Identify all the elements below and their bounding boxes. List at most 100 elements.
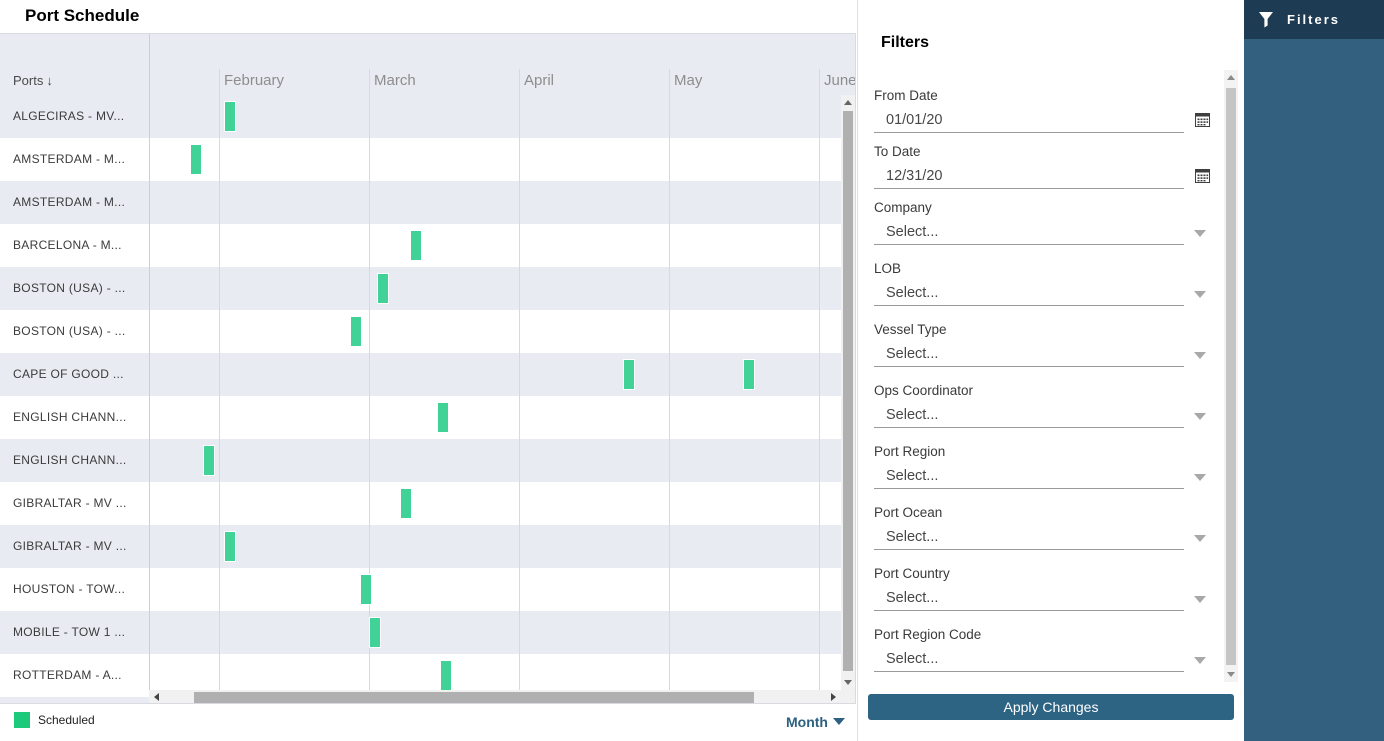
select-value-ops-coordinator[interactable]: Select... bbox=[886, 407, 939, 423]
schedule-bar[interactable] bbox=[369, 617, 381, 648]
filter-field-to-date: To Date 12/31/20 bbox=[874, 144, 1210, 189]
scroll-right-icon[interactable] bbox=[831, 693, 836, 701]
gantt-row[interactable]: ROTTERDAM - A... bbox=[0, 654, 841, 697]
filter-field-company: Company Select... bbox=[874, 200, 1206, 245]
scroll-down-icon[interactable] bbox=[844, 680, 852, 685]
gantt-row[interactable]: ENGLISH CHANN... bbox=[0, 439, 841, 482]
schedule-bar[interactable] bbox=[410, 230, 422, 261]
gantt-row[interactable]: BOSTON (USA) - ... bbox=[0, 310, 841, 353]
filter-input-box: Select... bbox=[874, 284, 1184, 306]
month-label-april: April bbox=[524, 72, 555, 89]
filter-field-from-date: From Date 01/01/20 bbox=[874, 88, 1210, 133]
calendar-icon[interactable] bbox=[1195, 168, 1210, 183]
time-scale-value[interactable]: Month bbox=[786, 714, 828, 730]
gantt-row-partial bbox=[0, 697, 149, 703]
filters-toggle[interactable]: Filters bbox=[1244, 0, 1384, 39]
schedule-bar[interactable] bbox=[437, 402, 449, 433]
filter-label-from-date: From Date bbox=[874, 88, 938, 103]
gantt-row[interactable]: AMSTERDAM - M... bbox=[0, 181, 841, 224]
scroll-down-icon[interactable] bbox=[1227, 672, 1235, 677]
dropdown-caret-icon[interactable] bbox=[1194, 291, 1206, 298]
gantt-row[interactable]: BOSTON (USA) - ... bbox=[0, 267, 841, 310]
port-label: HOUSTON - TOW... bbox=[13, 582, 126, 596]
sidebar-filters-label: Filters bbox=[1287, 12, 1341, 27]
select-value-port-region-code[interactable]: Select... bbox=[886, 651, 939, 667]
month-gridline bbox=[219, 69, 220, 697]
port-label: AMSTERDAM - M... bbox=[13, 195, 126, 209]
schedule-bar[interactable] bbox=[350, 316, 362, 347]
ports-column-header[interactable]: Ports ↓ bbox=[13, 73, 53, 88]
scheduled-legend-swatch bbox=[14, 712, 30, 728]
month-gridline bbox=[369, 69, 370, 697]
filter-input-box: 01/01/20 bbox=[874, 111, 1184, 133]
filter-input-box: Select... bbox=[874, 223, 1184, 245]
filter-label-port-region: Port Region bbox=[874, 444, 946, 459]
filter-funnel-icon bbox=[1259, 12, 1273, 28]
schedule-bar[interactable] bbox=[360, 574, 372, 605]
select-value-lob[interactable]: Select... bbox=[886, 285, 939, 301]
schedule-bar[interactable] bbox=[224, 101, 236, 132]
dropdown-caret-icon[interactable] bbox=[1194, 230, 1206, 237]
filters-scroll-thumb[interactable] bbox=[1226, 88, 1236, 665]
schedule-bar[interactable] bbox=[190, 144, 202, 175]
dropdown-caret-icon[interactable] bbox=[1194, 474, 1206, 481]
select-value-port-region[interactable]: Select... bbox=[886, 468, 939, 484]
month-gridline bbox=[669, 69, 670, 697]
date-input-from-date[interactable]: 01/01/20 bbox=[886, 112, 943, 128]
port-label: GIBRALTAR - MV ... bbox=[13, 496, 127, 510]
filters-panel-title: Filters bbox=[881, 34, 930, 51]
filters-scrollbar[interactable] bbox=[1224, 70, 1238, 682]
select-value-company[interactable]: Select... bbox=[886, 224, 939, 240]
gantt-row[interactable]: GIBRALTAR - MV ... bbox=[0, 525, 841, 568]
gantt-vertical-scrollbar[interactable] bbox=[841, 95, 855, 690]
calendar-icon[interactable] bbox=[1195, 112, 1210, 127]
schedule-bar[interactable] bbox=[400, 488, 412, 519]
select-value-port-ocean[interactable]: Select... bbox=[886, 529, 939, 545]
dropdown-caret-icon[interactable] bbox=[1194, 596, 1206, 603]
filter-label-port-ocean: Port Ocean bbox=[874, 505, 943, 520]
gantt-row[interactable]: ALGECIRAS - MV... bbox=[0, 95, 841, 138]
schedule-bar[interactable] bbox=[203, 445, 215, 476]
filter-input-box: Select... bbox=[874, 589, 1184, 611]
filter-label-port-country: Port Country bbox=[874, 566, 950, 581]
scroll-up-icon[interactable] bbox=[844, 100, 852, 105]
schedule-bar[interactable] bbox=[224, 531, 236, 562]
scroll-up-icon[interactable] bbox=[1227, 75, 1235, 80]
gantt-row[interactable]: GIBRALTAR - MV ... bbox=[0, 482, 841, 525]
filter-label-ops-coordinator: Ops Coordinator bbox=[874, 383, 974, 398]
filter-input-box: 12/31/20 bbox=[874, 167, 1184, 189]
select-value-port-country[interactable]: Select... bbox=[886, 590, 939, 606]
vertical-scroll-thumb[interactable] bbox=[843, 111, 853, 671]
filter-label-vessel-type: Vessel Type bbox=[874, 322, 947, 337]
time-scale-dropdown[interactable]: Month bbox=[786, 714, 845, 730]
apply-changes-button[interactable]: Apply Changes bbox=[868, 694, 1234, 720]
gantt-row[interactable]: HOUSTON - TOW... bbox=[0, 568, 841, 611]
gantt-horizontal-scrollbar[interactable] bbox=[149, 690, 841, 703]
filter-field-port-region: Port Region Select... bbox=[874, 444, 1206, 489]
date-input-to-date[interactable]: 12/31/20 bbox=[886, 168, 943, 184]
scrollbar-corner bbox=[841, 690, 855, 703]
schedule-bar[interactable] bbox=[743, 359, 755, 390]
filter-fields: From Date 01/01/20 To Date 12/31/20 Company S… bbox=[874, 88, 1210, 688]
horizontal-scroll-thumb[interactable] bbox=[194, 692, 754, 703]
gantt-row[interactable]: MOBILE - TOW 1 ... bbox=[0, 611, 841, 654]
gantt-row[interactable]: AMSTERDAM - M... bbox=[0, 138, 841, 181]
dropdown-caret-icon[interactable] bbox=[1194, 535, 1206, 542]
sort-descending-icon[interactable]: ↓ bbox=[46, 73, 53, 88]
filter-label-lob: LOB bbox=[874, 261, 902, 276]
dropdown-caret-icon[interactable] bbox=[1194, 657, 1206, 664]
schedule-bar[interactable] bbox=[377, 273, 389, 304]
filter-input-box: Select... bbox=[874, 345, 1184, 367]
chevron-down-icon[interactable] bbox=[832, 718, 845, 725]
ports-header-label: Ports bbox=[13, 73, 44, 88]
filter-field-ops-coordinator: Ops Coordinator Select... bbox=[874, 383, 1206, 428]
gantt-row[interactable]: ENGLISH CHANN... bbox=[0, 396, 841, 439]
gantt-row[interactable]: CAPE OF GOOD ... bbox=[0, 353, 841, 396]
select-value-vessel-type[interactable]: Select... bbox=[886, 346, 939, 362]
scroll-left-icon[interactable] bbox=[154, 693, 159, 701]
dropdown-caret-icon[interactable] bbox=[1194, 413, 1206, 420]
schedule-bar[interactable] bbox=[440, 660, 452, 691]
dropdown-caret-icon[interactable] bbox=[1194, 352, 1206, 359]
schedule-bar[interactable] bbox=[623, 359, 635, 390]
